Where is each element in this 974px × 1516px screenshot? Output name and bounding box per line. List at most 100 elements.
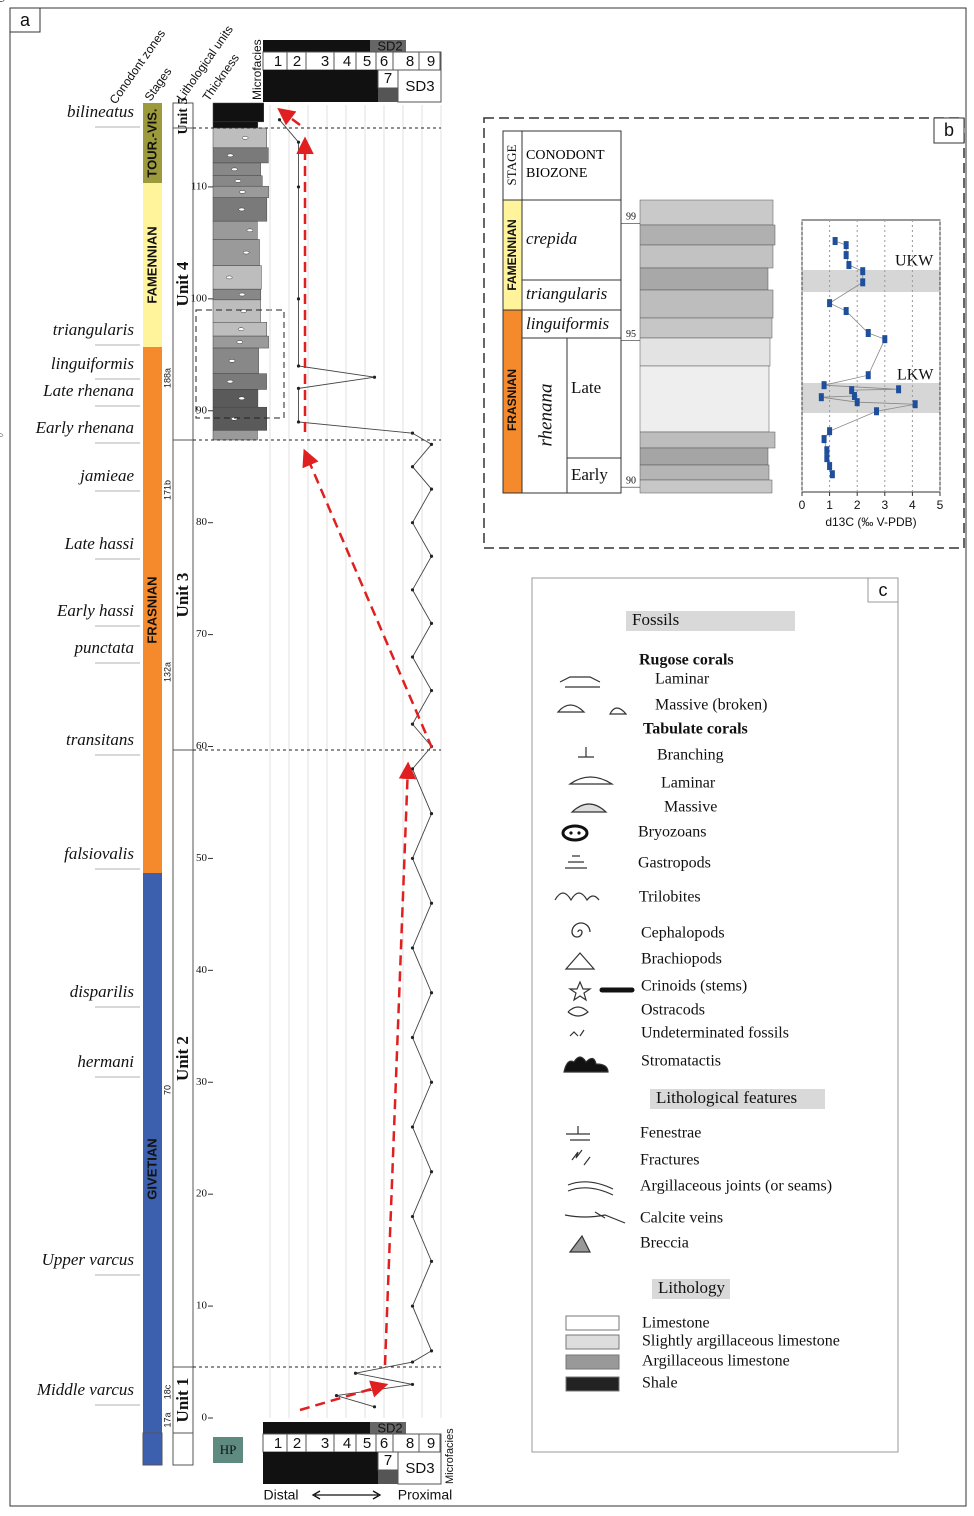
microfacies-point bbox=[297, 297, 300, 300]
mf-class: 4 bbox=[343, 1435, 351, 1452]
mf-group: SD2 bbox=[377, 38, 402, 53]
mf-sd1 bbox=[263, 70, 378, 102]
microfacies-point bbox=[430, 902, 433, 905]
mf-class: 9 bbox=[427, 53, 435, 70]
legend-item: Limestone bbox=[642, 1315, 710, 1332]
legend-item: Rugose corals bbox=[639, 652, 734, 669]
mf-group: SD2 bbox=[377, 1420, 402, 1435]
microfacies-point bbox=[411, 655, 414, 658]
microfacies-point bbox=[430, 555, 433, 558]
microfacies-point bbox=[411, 723, 414, 726]
thickness-tick-label: 100 bbox=[191, 292, 208, 304]
fossil-symbol bbox=[239, 208, 245, 211]
zone-label: rhenana bbox=[535, 384, 556, 447]
d13c-point bbox=[844, 251, 849, 259]
bed bbox=[640, 366, 769, 432]
bed bbox=[640, 465, 769, 480]
d13c-point bbox=[827, 462, 832, 470]
panel-label: a bbox=[20, 10, 31, 30]
lithology-swatch bbox=[566, 1377, 619, 1391]
direction-label: Proximal bbox=[398, 1487, 452, 1503]
excursion-label: LKW bbox=[897, 367, 934, 384]
bed bbox=[213, 148, 268, 163]
d13c-point bbox=[846, 261, 851, 269]
fossil-symbol bbox=[226, 276, 232, 279]
unit-label: Unit 3 bbox=[173, 573, 192, 618]
microfacies-point bbox=[297, 420, 300, 423]
bed bbox=[640, 200, 773, 225]
bed bbox=[213, 122, 258, 128]
x-tick-label: 2 bbox=[854, 498, 861, 512]
d13c-point bbox=[866, 329, 871, 337]
microfacies-point bbox=[411, 1304, 414, 1307]
thickness-tick-label: 20 bbox=[196, 1188, 208, 1200]
microfacies-point bbox=[411, 1036, 414, 1039]
thickness-tick-label: 30 bbox=[196, 1076, 208, 1088]
conodont-zone: linguiformis bbox=[51, 354, 135, 373]
fossil-symbol bbox=[235, 179, 241, 182]
d13c-point bbox=[860, 278, 865, 286]
direction-arrow bbox=[313, 1491, 380, 1499]
d13c-point bbox=[860, 267, 865, 275]
excursion-label: UKW bbox=[895, 253, 934, 270]
microfacies-curve bbox=[280, 120, 432, 1407]
bed bbox=[213, 300, 261, 322]
mf-class: 1 bbox=[274, 53, 282, 70]
x-tick-label: 3 bbox=[881, 498, 888, 512]
unit-empty bbox=[173, 1433, 193, 1465]
legend-item: Branching bbox=[657, 747, 724, 764]
mf-class: 7 bbox=[384, 70, 392, 87]
stage-label: FAMENNIAN bbox=[505, 219, 519, 290]
sample-label: 132a bbox=[162, 662, 172, 682]
legend-item: Slightly argillaceous limestone bbox=[642, 1333, 840, 1350]
header-zone: CONODONT BIOZONE bbox=[526, 147, 620, 183]
legend-item: Trilobites bbox=[639, 889, 701, 906]
microfacies-point bbox=[430, 1081, 433, 1084]
mf-class: 8 bbox=[406, 53, 414, 70]
legend-item: Crinoids (stems) bbox=[641, 978, 747, 995]
unit-label: Unit 2 bbox=[173, 1036, 192, 1081]
legend-item: Undeterminated fossils bbox=[641, 1025, 789, 1042]
microfacies-point bbox=[411, 432, 414, 435]
depth-tick-label: 99 bbox=[626, 212, 636, 223]
legend-item: Gastropods bbox=[638, 855, 711, 872]
mf-group: SD1 bbox=[289, 1460, 318, 1477]
d13c-point bbox=[882, 335, 887, 343]
conodont-zone: Late hassi bbox=[64, 534, 135, 553]
d13c-point bbox=[827, 299, 832, 307]
mf-sd1 bbox=[263, 1452, 378, 1484]
sample-label: 18c bbox=[162, 1384, 172, 1399]
microfacies-point bbox=[411, 465, 414, 468]
section-header: Lithology bbox=[658, 1278, 726, 1297]
microfacies-point bbox=[411, 767, 414, 770]
bed bbox=[640, 432, 775, 448]
mf-group: SD3 bbox=[405, 78, 434, 95]
d13c-point bbox=[822, 435, 827, 443]
bed bbox=[640, 290, 773, 318]
direction-label: Distal bbox=[263, 1487, 298, 1503]
thickness-tick-label: 70 bbox=[196, 628, 208, 640]
mf-class-row bbox=[263, 52, 441, 70]
mf-class: 7 bbox=[384, 1452, 392, 1469]
fossil-symbol bbox=[0, 434, 3, 437]
mf-class: 5 bbox=[363, 53, 371, 70]
panel-label: c bbox=[879, 580, 888, 600]
microfacies-point bbox=[297, 364, 300, 367]
legend-icon bbox=[577, 831, 580, 834]
mf-sd2-bar bbox=[263, 1422, 370, 1434]
fossil-symbol bbox=[229, 359, 235, 362]
fossil-symbol bbox=[239, 293, 245, 296]
d13c-point bbox=[913, 400, 918, 408]
microfacies-point bbox=[411, 521, 414, 524]
trend-arrow bbox=[280, 110, 300, 125]
bed bbox=[213, 430, 257, 440]
microfacies-point bbox=[278, 118, 281, 121]
mf-class: 2 bbox=[293, 53, 301, 70]
bed bbox=[640, 318, 772, 338]
stage-label: FRASNIAN bbox=[144, 576, 159, 643]
d13c-point bbox=[827, 427, 832, 435]
microfacies-point bbox=[430, 488, 433, 491]
microfacies-point bbox=[411, 1125, 414, 1128]
thickness-tick-label: 50 bbox=[196, 852, 208, 864]
page: aConodont zonesStagesLithological unitsT… bbox=[0, 0, 974, 1511]
